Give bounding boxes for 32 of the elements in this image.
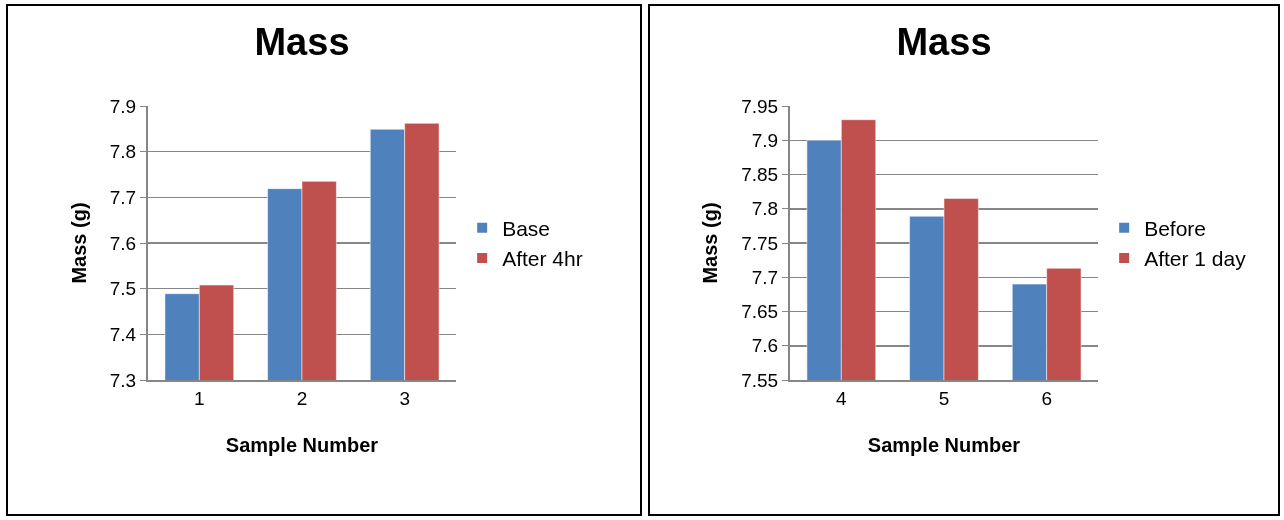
y-tick-label: 7.85 — [741, 164, 779, 186]
y-tick-label: 7.7 — [109, 186, 137, 208]
y-tick-label: 7.65 — [741, 301, 779, 323]
y-tick-label: 7.3 — [109, 369, 137, 391]
x-tick-label: 4 — [836, 387, 848, 409]
y-tick-label: 7.6 — [751, 335, 779, 357]
y-tick-label: 7.55 — [741, 369, 779, 391]
x-axis-title: Sample Number — [867, 433, 1021, 456]
y-tick-label: 7.9 — [109, 95, 137, 117]
y-tick-label: 7.8 — [751, 198, 779, 220]
y-tick-label: 7.4 — [109, 323, 137, 345]
chart-title: Mass — [254, 20, 350, 63]
y-tick-label: 7.7 — [751, 266, 779, 288]
x-tick-label: 2 — [296, 387, 308, 409]
legend-label: Before — [1144, 216, 1207, 240]
legend-label: After 4hr — [502, 247, 583, 271]
y-tick-label: 7.9 — [751, 129, 779, 151]
y-tick-label: 7.6 — [109, 232, 137, 254]
y-axis-title: Mass (g) — [699, 202, 722, 284]
x-tick-label: 6 — [1041, 387, 1052, 409]
y-tick-label: 7.95 — [741, 95, 779, 117]
chart-title: Mass — [896, 20, 992, 63]
x-tick-label: 5 — [938, 387, 950, 409]
x-axis-title: Sample Number — [225, 433, 379, 456]
y-tick-label: 7.5 — [109, 278, 137, 300]
y-axis-title: Mass (g) — [67, 202, 90, 284]
legend-label: After 1 day — [1144, 247, 1247, 271]
y-tick-label: 7.75 — [741, 232, 779, 254]
x-tick-label: 1 — [194, 387, 205, 409]
legend-label: Base — [502, 216, 551, 240]
y-tick-label: 7.8 — [109, 141, 137, 163]
x-tick-label: 3 — [399, 387, 410, 409]
